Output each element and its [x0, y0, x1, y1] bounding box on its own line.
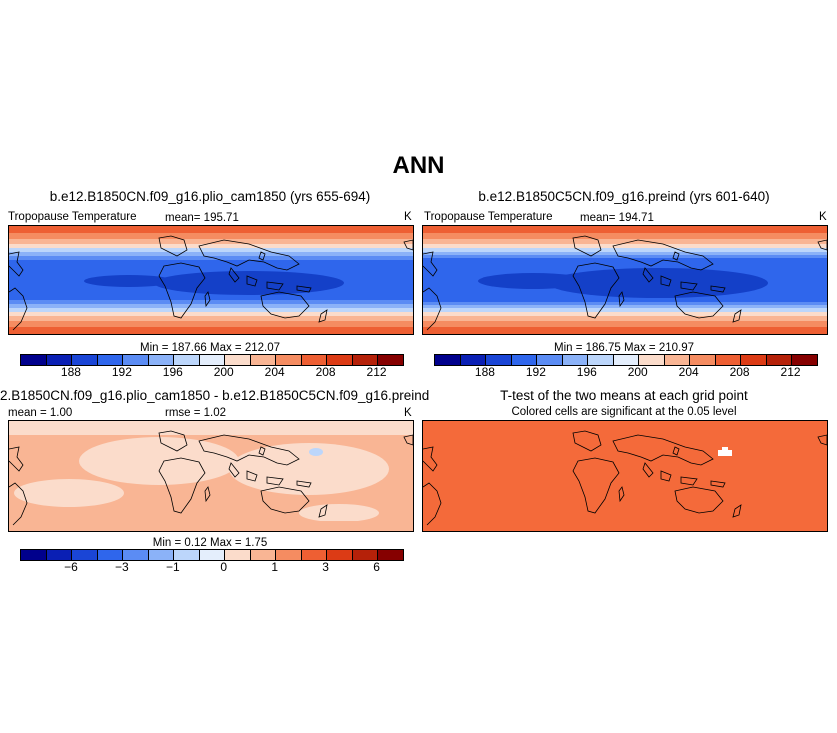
- colorbar-cell: [123, 550, 149, 560]
- colorbar-cell: [301, 550, 328, 560]
- colorbar-tick-label: 212: [366, 365, 387, 379]
- colorbar-cell: [72, 355, 98, 365]
- panel1-title: b.e12.B1850CN.f09_g16.plio_cam1850 (yrs …: [49, 189, 371, 204]
- colorbar-cell: [486, 355, 512, 365]
- colorbar-cell: [613, 355, 640, 365]
- panel3-map: [8, 420, 414, 532]
- panel3-title: 2.B1850CN.f09_g16.plio_cam1850 - b.e12.B…: [0, 388, 430, 403]
- panel4-title: T-test of the two means at each grid poi…: [500, 388, 748, 403]
- panel2-colorbar-ticks: 188 192 196 200 204 208 212: [434, 365, 816, 381]
- colorbar-tick-label: 0: [220, 560, 228, 574]
- colorbar-cell: [250, 355, 277, 365]
- colorbar-cell: [352, 550, 379, 560]
- panel1-map: [8, 225, 414, 335]
- panel3-rmse: rmse = 1.02: [165, 407, 227, 419]
- panel3-minmax: Min = 0.12 Max = 1.75: [152, 537, 268, 549]
- colorbar-cell: [792, 355, 817, 365]
- panel3-colorbar: [20, 549, 404, 561]
- colorbar-tick-label: 192: [111, 365, 132, 379]
- panel1-units: K: [404, 211, 412, 223]
- colorbar-cell: [664, 355, 691, 365]
- panel2-map-field: [423, 226, 827, 334]
- colorbar-tick-label: 212: [780, 365, 801, 379]
- colorbar-cell: [199, 355, 226, 365]
- colorbar-cell: [174, 550, 200, 560]
- colorbar-tick-label: 188: [60, 365, 81, 379]
- panel1-colorbar-ticks: 188 192 196 200 204 208 212: [20, 365, 402, 381]
- panel1-mean: mean= 195.71: [165, 212, 239, 224]
- colorbar-cell: [72, 550, 98, 560]
- colorbar-cell: [435, 355, 461, 365]
- panel3-units: K: [404, 407, 412, 419]
- panel2-mean: mean= 194.71: [580, 212, 654, 224]
- colorbar-cell: [21, 355, 47, 365]
- colorbar-tick-label: −3: [115, 560, 129, 574]
- panel2-units: K: [819, 211, 827, 223]
- colorbar-cell: [46, 550, 73, 560]
- panel2-colorbar: [434, 354, 818, 366]
- colorbar-cell: [276, 550, 302, 560]
- colorbar-tick-label: 188: [474, 365, 495, 379]
- colorbar-tick-label: 192: [525, 365, 546, 379]
- panel4-subtitle: Colored cells are significant at the 0.0…: [511, 406, 737, 418]
- colorbar-cell: [639, 355, 665, 365]
- panel2-map: [422, 225, 828, 335]
- panel4-map: [422, 420, 828, 532]
- panel3-mean: mean = 1.00: [8, 407, 73, 419]
- colorbar-cell: [460, 355, 487, 365]
- panel2-title: b.e12.B1850C5CN.f09_g16.preind (yrs 601-…: [478, 189, 770, 204]
- colorbar-cell: [174, 355, 200, 365]
- colorbar-cell: [276, 355, 302, 365]
- colorbar-cell: [46, 355, 73, 365]
- panel1-colorbar: [20, 354, 404, 366]
- colorbar-tick-label: 3: [322, 560, 329, 574]
- colorbar-cell: [741, 355, 767, 365]
- colorbar-tick-label: 204: [264, 365, 285, 379]
- colorbar-cell: [225, 550, 251, 560]
- colorbar-cell: [588, 355, 614, 365]
- colorbar-cell: [97, 550, 124, 560]
- panel2-minmax: Min = 186.75 Max = 210.97: [553, 342, 694, 354]
- colorbar-tick-label: 208: [315, 365, 336, 379]
- colorbar-tick-label: 200: [213, 365, 234, 379]
- colorbar-tick-label: 204: [678, 365, 699, 379]
- colorbar-tick-label: 196: [576, 365, 597, 379]
- colorbar-cell: [378, 355, 403, 365]
- colorbar-cell: [199, 550, 226, 560]
- colorbar-cell: [225, 355, 251, 365]
- colorbar-cell: [352, 355, 379, 365]
- colorbar-tick-label: 196: [162, 365, 183, 379]
- panel3-map-field: [9, 421, 413, 531]
- colorbar-cell: [97, 355, 124, 365]
- colorbar-cell: [123, 355, 149, 365]
- colorbar-cell: [715, 355, 742, 365]
- colorbar-tick-label: −1: [165, 560, 180, 574]
- colorbar-cell: [148, 355, 175, 365]
- colorbar-tick-label: 208: [729, 365, 750, 379]
- colorbar-tick-label: −6: [64, 560, 78, 574]
- panel1-variable: Tropopause Temperature: [8, 211, 137, 223]
- panel2-variable: Tropopause Temperature: [424, 211, 553, 223]
- colorbar-cell: [562, 355, 589, 365]
- panel1-map-field: [9, 226, 413, 334]
- colorbar-cell: [537, 355, 563, 365]
- colorbar-tick-label: 6: [373, 560, 380, 574]
- panel4-map-field: [423, 421, 827, 531]
- colorbar-cell: [690, 355, 716, 365]
- colorbar-cell: [21, 550, 47, 560]
- colorbar-cell: [378, 550, 403, 560]
- colorbar-cell: [766, 355, 793, 365]
- colorbar-cell: [250, 550, 277, 560]
- colorbar-cell: [301, 355, 328, 365]
- colorbar-tick-label: 1: [271, 560, 278, 574]
- panel3-colorbar-ticks: −6 −3 −1 0 1 3 6: [20, 560, 402, 576]
- panel1-minmax: Min = 187.66 Max = 212.07: [139, 342, 280, 354]
- colorbar-cell: [327, 550, 353, 560]
- figure-title: ANN: [392, 152, 445, 179]
- colorbar-cell: [148, 550, 175, 560]
- colorbar-cell: [511, 355, 538, 365]
- colorbar-tick-label: 200: [627, 365, 648, 379]
- colorbar-cell: [327, 355, 353, 365]
